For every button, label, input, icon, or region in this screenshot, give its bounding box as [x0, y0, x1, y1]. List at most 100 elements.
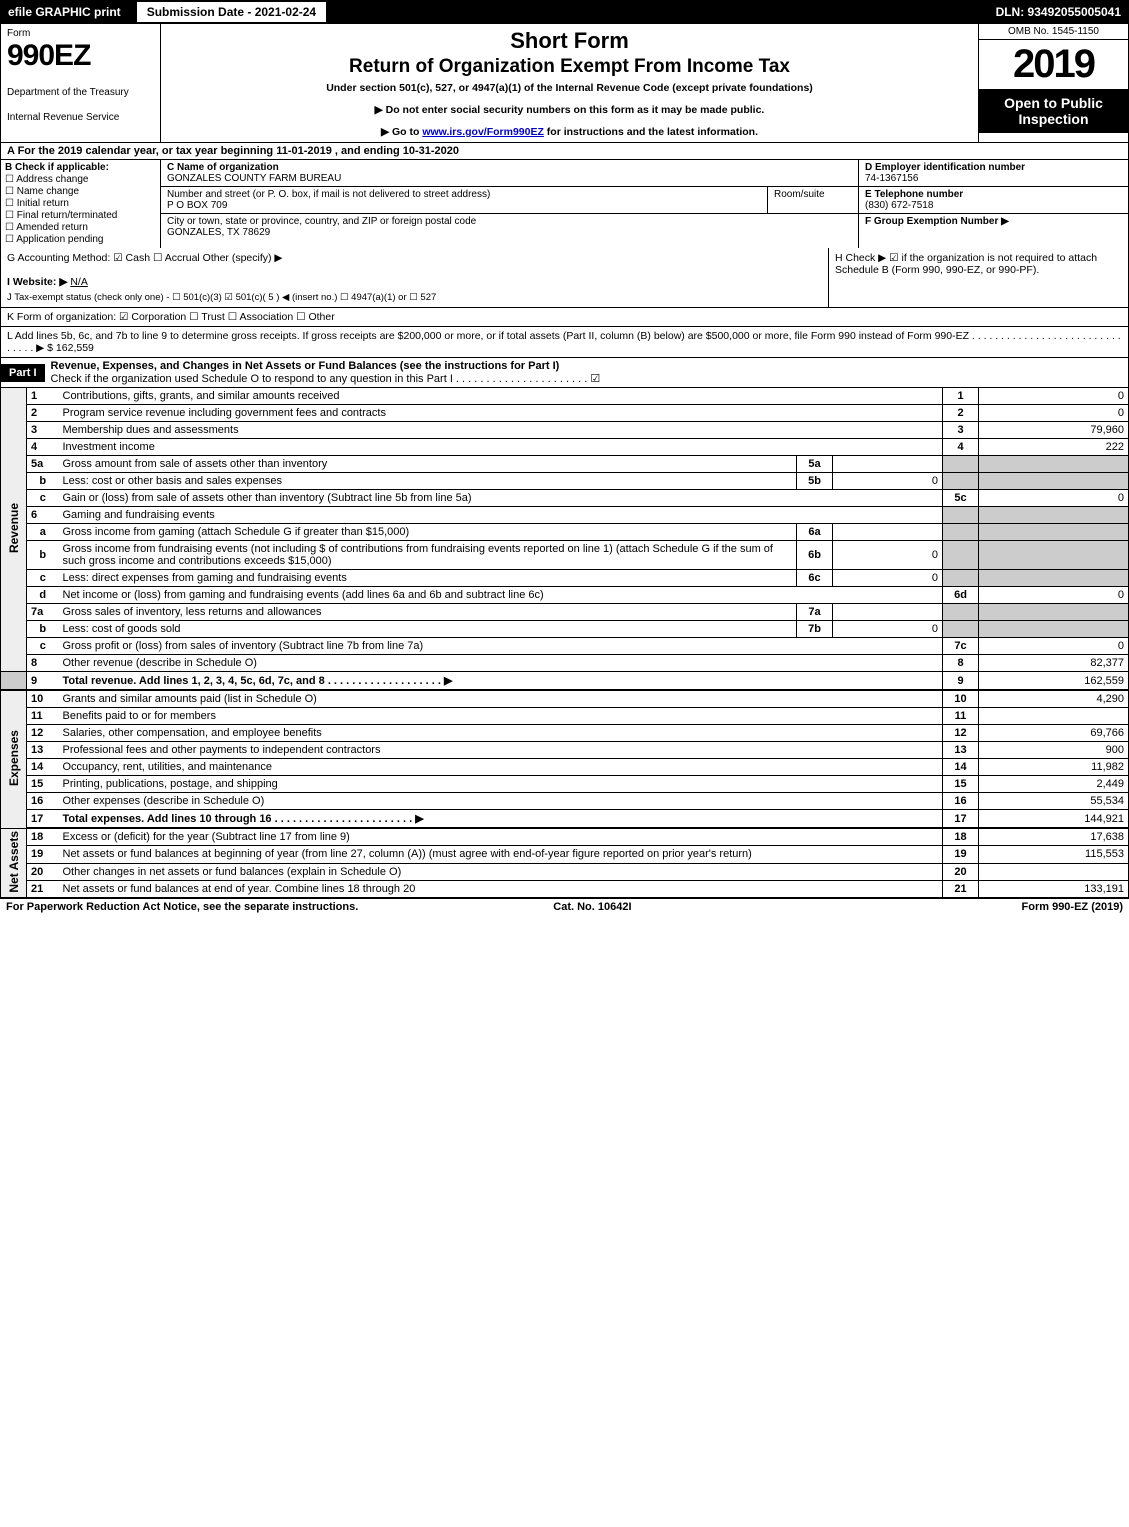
tax-exempt-status: J Tax-exempt status (check only one) - ☐…	[7, 292, 822, 303]
gross-receipts-note: L Add lines 5b, 6c, and 7b to line 9 to …	[0, 327, 1129, 358]
dept-treasury: Department of the Treasury	[7, 87, 154, 98]
group-exemption-cell: F Group Exemption Number ▶	[859, 214, 1128, 229]
expenses-side-label: Expenses	[1, 690, 27, 828]
top-bar: efile GRAPHIC print Submission Date - 20…	[0, 0, 1129, 24]
bullet-ssn: ▶ Do not enter social security numbers o…	[169, 104, 970, 116]
form-header: Form 990EZ Department of the Treasury In…	[0, 24, 1129, 143]
chk-name-change[interactable]: ☐ Name change	[5, 186, 156, 197]
line6c-desc: Less: direct expenses from gaming and fu…	[59, 570, 797, 587]
phone-label: E Telephone number	[865, 189, 963, 200]
line6a-desc: Gross income from gaming (attach Schedul…	[59, 524, 797, 541]
section-c: C Name of organization GONZALES COUNTY F…	[161, 160, 858, 248]
dept-irs: Internal Revenue Service	[7, 112, 154, 123]
return-title: Return of Organization Exempt From Incom…	[169, 56, 970, 78]
line15-value: 2,449	[979, 776, 1129, 793]
line5b-desc: Less: cost or other basis and sales expe…	[59, 473, 797, 490]
website-label: I Website: ▶	[7, 276, 67, 288]
form-label: Form	[7, 28, 154, 39]
goto-post: for instructions and the latest informat…	[544, 126, 758, 138]
part1-header-row: Part I Revenue, Expenses, and Changes in…	[0, 358, 1129, 388]
section-def: D Employer identification number 74-1367…	[858, 160, 1128, 248]
line5a-desc: Gross amount from sale of assets other t…	[59, 456, 797, 473]
line14-value: 11,982	[979, 759, 1129, 776]
tax-period: A For the 2019 calendar year, or tax yea…	[0, 143, 1129, 160]
phone-value: (830) 672-7518	[865, 200, 933, 211]
ein-label: D Employer identification number	[865, 162, 1025, 173]
info-grid: B Check if applicable: ☐ Address change …	[0, 160, 1129, 248]
line20-desc: Other changes in net assets or fund bala…	[59, 863, 943, 880]
line7b-value: 0	[833, 621, 943, 638]
omb-number: OMB No. 1545-1150	[979, 24, 1128, 40]
line6b-value: 0	[833, 541, 943, 570]
chk-address-change[interactable]: ☐ Address change	[5, 174, 156, 185]
line12-value: 69,766	[979, 725, 1129, 742]
line4-value: 222	[979, 439, 1129, 456]
line1-rnum: 1	[943, 388, 979, 405]
cat-number: Cat. No. 10642I	[553, 901, 631, 913]
line13-value: 900	[979, 742, 1129, 759]
under-section-text: Under section 501(c), 527, or 4947(a)(1)…	[169, 82, 970, 94]
line2-value: 0	[979, 405, 1129, 422]
line7a-value	[833, 604, 943, 621]
submission-date: Submission Date - 2021-02-24	[135, 0, 328, 24]
line3-value: 79,960	[979, 422, 1129, 439]
line10-desc: Grants and similar amounts paid (list in…	[59, 690, 943, 708]
line8-value: 82,377	[979, 655, 1129, 672]
paperwork-notice: For Paperwork Reduction Act Notice, see …	[6, 901, 358, 913]
street-value: P O BOX 709	[167, 200, 227, 211]
open-inspection: Open to Public Inspection	[979, 89, 1128, 133]
city-label: City or town, state or province, country…	[167, 216, 476, 227]
line19-desc: Net assets or fund balances at beginning…	[59, 846, 943, 863]
chk-initial-return[interactable]: ☐ Initial return	[5, 198, 156, 209]
goto-pre: ▶ Go to	[381, 126, 422, 138]
chk-final-return[interactable]: ☐ Final return/terminated	[5, 210, 156, 221]
bullet-goto: ▶ Go to www.irs.gov/Form990EZ for instru…	[169, 126, 970, 138]
line17-desc: Total expenses. Add lines 10 through 16 …	[59, 810, 943, 829]
room-suite-label: Room/suite	[774, 189, 825, 200]
line10-value: 4,290	[979, 690, 1129, 708]
line18-desc: Excess or (deficit) for the year (Subtra…	[59, 828, 943, 846]
line11-desc: Benefits paid to or for members	[59, 708, 943, 725]
line15-desc: Printing, publications, postage, and shi…	[59, 776, 943, 793]
street-cell: Number and street (or P. O. box, if mail…	[161, 187, 768, 213]
dln-label: DLN: 93492055005041	[996, 5, 1129, 19]
line1-value: 0	[979, 388, 1129, 405]
section-b-title: B Check if applicable:	[5, 162, 109, 173]
group-exemption-label: F Group Exemption Number ▶	[865, 216, 1009, 227]
line12-desc: Salaries, other compensation, and employ…	[59, 725, 943, 742]
chk-amended-return[interactable]: ☐ Amended return	[5, 222, 156, 233]
short-form-title: Short Form	[169, 28, 970, 54]
form-of-organization: K Form of organization: ☑ Corporation ☐ …	[0, 308, 1129, 327]
irs-link[interactable]: www.irs.gov/Form990EZ	[422, 126, 544, 138]
line1-desc: Contributions, gifts, grants, and simila…	[59, 388, 943, 405]
room-suite-cell: Room/suite	[768, 187, 858, 213]
line6d-desc: Net income or (loss) from gaming and fun…	[59, 587, 943, 604]
section-b: B Check if applicable: ☐ Address change …	[1, 160, 161, 248]
header-right: OMB No. 1545-1150 2019 Open to Public In…	[978, 24, 1128, 142]
line16-value: 55,534	[979, 793, 1129, 810]
section-gij: G Accounting Method: ☑ Cash ☐ Accrual Ot…	[1, 248, 828, 307]
org-name-label: C Name of organization	[167, 162, 279, 173]
line5a-value	[833, 456, 943, 473]
header-left: Form 990EZ Department of the Treasury In…	[1, 24, 161, 142]
form-number: 990EZ	[7, 39, 154, 73]
section-gh: G Accounting Method: ☑ Cash ☐ Accrual Ot…	[0, 248, 1129, 308]
chk-application-pending[interactable]: ☐ Application pending	[5, 234, 156, 245]
header-center: Short Form Return of Organization Exempt…	[161, 24, 978, 142]
line13-desc: Professional fees and other payments to …	[59, 742, 943, 759]
page-footer: For Paperwork Reduction Act Notice, see …	[0, 898, 1129, 915]
line6c-value: 0	[833, 570, 943, 587]
line9-value: 162,559	[979, 672, 1129, 691]
line6b-desc: Gross income from fundraising events (no…	[59, 541, 797, 570]
accounting-method: G Accounting Method: ☑ Cash ☐ Accrual Ot…	[7, 252, 822, 264]
line14-desc: Occupancy, rent, utilities, and maintena…	[59, 759, 943, 776]
line5c-value: 0	[979, 490, 1129, 507]
line19-value: 115,553	[979, 846, 1129, 863]
line18-value: 17,638	[979, 828, 1129, 846]
line6a-value	[833, 524, 943, 541]
form-footer: Form 990-EZ (2019)	[1022, 901, 1123, 913]
line8-desc: Other revenue (describe in Schedule O)	[59, 655, 943, 672]
part1-badge: Part I	[1, 364, 45, 382]
line4-desc: Investment income	[59, 439, 943, 456]
line7b-desc: Less: cost of goods sold	[59, 621, 797, 638]
